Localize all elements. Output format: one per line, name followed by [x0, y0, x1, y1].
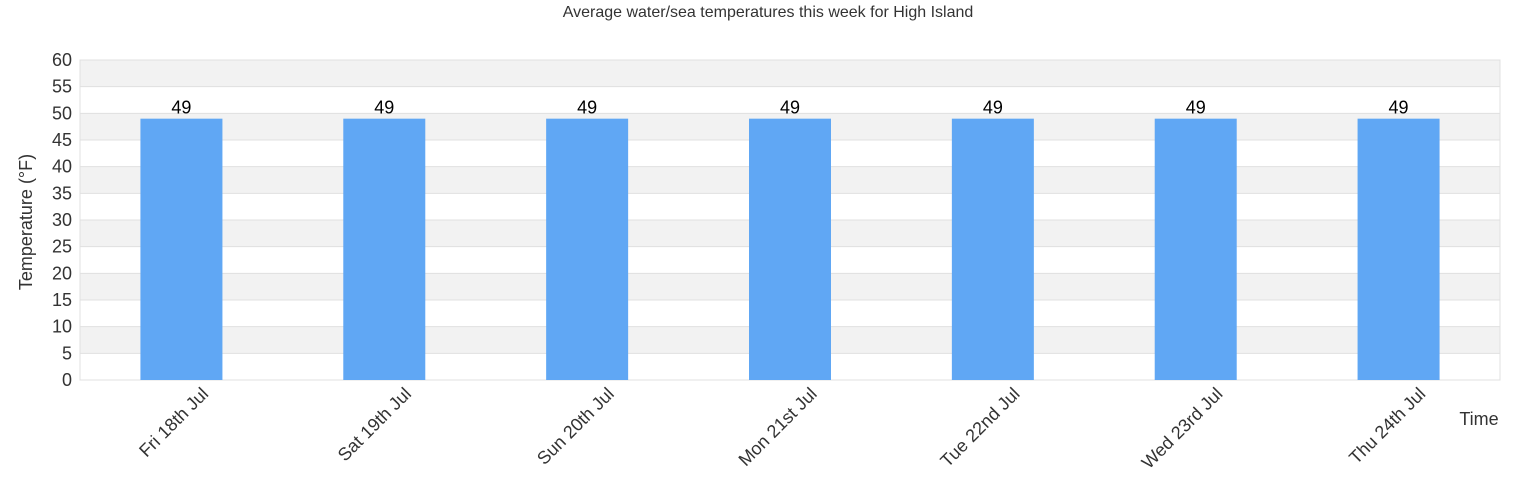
data-label: 49	[374, 98, 394, 118]
data-label: 49	[1389, 98, 1409, 118]
x-tick-label: Wed 23rd Jul	[1138, 384, 1227, 473]
x-tick-label: Sat 19th Jul	[334, 384, 415, 465]
bar	[140, 118, 223, 381]
plot-band	[80, 86, 1500, 114]
data-label: 49	[171, 98, 191, 118]
y-tick-label: 40	[52, 157, 72, 177]
y-tick-label: 25	[52, 237, 72, 257]
x-tick-label: Tue 22nd Jul	[936, 384, 1023, 471]
y-tick-label: 50	[52, 103, 72, 123]
bar	[343, 118, 426, 381]
y-tick-label: 5	[62, 343, 72, 363]
x-tick-label: Mon 21st Jul	[735, 384, 821, 470]
y-axis-label: Temperature (°F)	[16, 154, 36, 290]
data-label: 49	[1186, 98, 1206, 118]
y-tick-label: 35	[52, 183, 72, 203]
y-axis-ticks: 0 5 10 15 20 25 30 35 40 45 50 55 60	[52, 50, 72, 390]
y-tick-label: 10	[52, 317, 72, 337]
data-label: 49	[577, 98, 597, 118]
data-label: 49	[983, 98, 1003, 118]
bar	[1154, 118, 1237, 381]
y-tick-label: 55	[52, 77, 72, 97]
plot-band	[80, 60, 1500, 87]
y-tick-label: 0	[62, 370, 72, 390]
bar	[1357, 118, 1440, 381]
x-axis-ticks: Fri 18th Jul Sat 19th Jul Sun 20th Jul Mon …	[135, 384, 1429, 473]
y-tick-label: 60	[52, 50, 72, 70]
x-axis-label: Time	[1459, 409, 1498, 429]
chart-title: Average water/sea temperatures this week…	[563, 4, 974, 21]
x-tick-label: Thu 24th Jul	[1345, 384, 1429, 468]
data-label: 49	[780, 98, 800, 118]
data-labels: 49 49 49 49 49 49 49	[171, 98, 1408, 118]
y-tick-label: 30	[52, 210, 72, 230]
bar	[951, 118, 1034, 381]
bar	[749, 118, 831, 381]
y-tick-label: 20	[52, 263, 72, 283]
y-tick-label: 15	[52, 290, 72, 310]
grid-lines	[79, 59, 1501, 381]
x-tick-label: Sun 20th Jul	[533, 384, 618, 469]
y-tick-label: 45	[52, 130, 72, 150]
bar	[546, 118, 629, 381]
x-tick-label: Fri 18th Jul	[135, 384, 212, 461]
bars	[140, 118, 1440, 381]
